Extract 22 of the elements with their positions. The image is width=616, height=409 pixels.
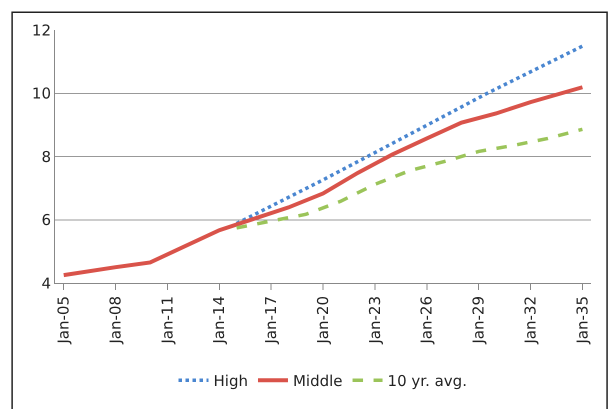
legend-label: 10 yr. avg.	[388, 372, 467, 390]
x-tick-label: Jan-08	[106, 296, 124, 345]
y-tick-label: 6	[41, 211, 51, 229]
legend-label: Middle	[292, 372, 343, 390]
y-tick-label: 10	[32, 84, 51, 102]
y-tick-label: 8	[41, 148, 51, 166]
x-tick-label: Jan-05	[54, 296, 73, 345]
x-tick-label: Jan-11	[158, 296, 176, 345]
y-tick-label: 4	[41, 274, 51, 292]
y-tick-label: 12	[32, 21, 51, 40]
x-tick-label: Jan-26	[418, 296, 436, 345]
line-series	[62, 85, 584, 278]
x-tick-label: Jan-32	[521, 296, 540, 345]
x-tick-label: Jan-35	[573, 296, 592, 345]
line-series	[234, 128, 584, 230]
x-tick-label: Jan-17	[262, 296, 280, 345]
legend-label: High	[214, 372, 248, 390]
x-tick-label: Jan-20	[314, 296, 332, 345]
line-series	[234, 44, 584, 226]
x-tick-label: Jan-14	[210, 296, 228, 345]
x-tick-label: Jan-29	[470, 296, 488, 345]
x-tick-label: Jan-23	[366, 296, 384, 345]
